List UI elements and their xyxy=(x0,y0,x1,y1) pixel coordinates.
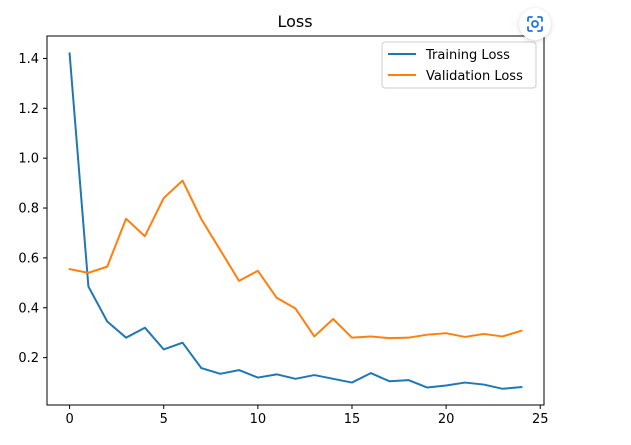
chart-title: Loss xyxy=(277,12,312,31)
x-tick-label: 25 xyxy=(532,412,549,427)
plot-area xyxy=(46,35,545,406)
y-tick-label: 0.4 xyxy=(18,301,39,316)
legend-label-validation: Validation Loss xyxy=(426,69,523,84)
y-tick-label: 1.4 xyxy=(18,52,39,67)
y-tick-label: 0.8 xyxy=(18,202,39,217)
lens-button[interactable] xyxy=(519,8,551,40)
x-tick-label: 5 xyxy=(160,412,168,427)
series-lines xyxy=(68,52,523,390)
y-tick-label: 1.0 xyxy=(18,152,39,167)
x-tick-label: 20 xyxy=(438,412,455,427)
y-tick-label: 1.2 xyxy=(18,102,39,117)
google-lens-icon xyxy=(527,16,543,32)
x-tick-label: 15 xyxy=(344,412,361,427)
legend-box xyxy=(381,41,537,89)
legend: Training Loss Validation Loss xyxy=(381,41,537,89)
x-tick-label: 0 xyxy=(65,412,73,427)
x-tick-label: 10 xyxy=(250,412,267,427)
y-axis: 0.2 0.4 0.6 0.8 1.0 1.2 1.4 xyxy=(18,52,47,366)
legend-label-training: Training Loss xyxy=(425,48,510,63)
y-tick-label: 0.2 xyxy=(18,351,39,366)
x-axis: 0 5 10 15 20 25 xyxy=(65,405,549,427)
y-tick-label: 0.6 xyxy=(18,251,39,266)
